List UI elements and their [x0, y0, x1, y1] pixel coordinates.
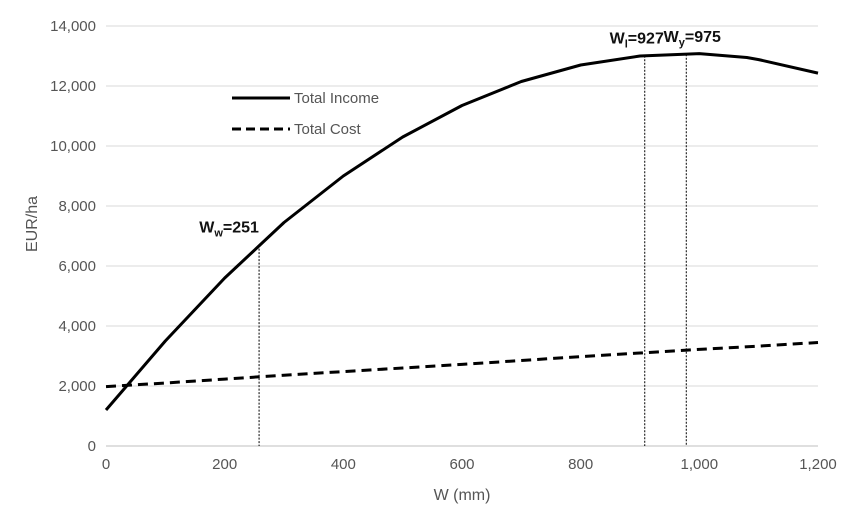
y-tick-label: 10,000 — [50, 138, 96, 155]
y-tick-label: 14,000 — [50, 18, 96, 35]
label-layer: 0 2,000 4,000 6,000 8,000 10,000 12,000 14,000 0… — [50, 18, 837, 473]
legend: Total Income Total Cost — [232, 90, 379, 138]
x-tick-label: 1,000 — [681, 456, 719, 473]
y-axis-title: EUR/ha — [24, 196, 41, 252]
annotation-label-l: Wl=927 — [610, 31, 664, 51]
x-tick-label: 1,200 — [799, 456, 837, 473]
x-axis-title: W (mm) — [434, 487, 491, 504]
x-tick-label: 0 — [102, 456, 110, 473]
x-tick-label: 200 — [212, 456, 237, 473]
y-tick-label: 4,000 — [58, 318, 96, 335]
grid-layer — [106, 25, 818, 387]
annotation-label-w: Ww=251 — [199, 220, 259, 240]
annotation-label-y: Wy=975 — [664, 29, 721, 49]
series-line-total-income — [104, 52, 819, 411]
annotation-line-layer — [258, 54, 687, 446]
series-line-total-cost — [105, 341, 819, 389]
y-tick-label: 12,000 — [50, 78, 96, 95]
legend-label-total-income: Total Income — [294, 90, 379, 107]
legend-label-total-cost: Total Cost — [294, 121, 362, 138]
series-layer — [104, 52, 819, 411]
y-tick-label: 2,000 — [58, 378, 96, 395]
y-tick-label: 8,000 — [58, 198, 96, 215]
x-tick-label: 800 — [568, 456, 593, 473]
x-tick-label: 600 — [449, 456, 474, 473]
y-tick-label: 0 — [88, 438, 96, 455]
y-tick-label: 6,000 — [58, 258, 96, 275]
x-tick-label: 400 — [331, 456, 356, 473]
